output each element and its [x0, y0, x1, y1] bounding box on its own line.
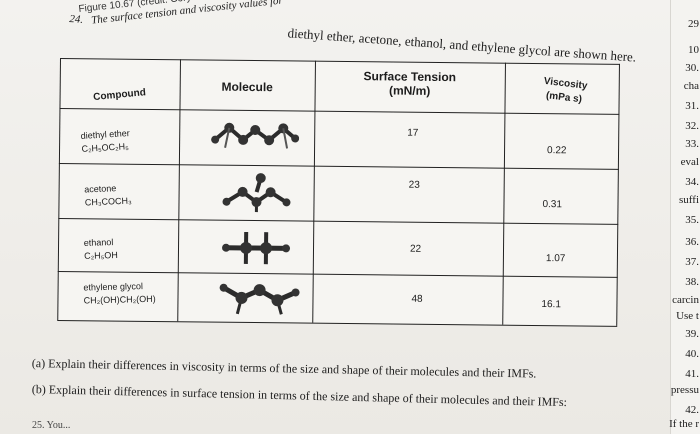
- margin-fragment: 33.: [685, 138, 699, 150]
- header-surface-tension-unit: (mN/m): [388, 83, 431, 98]
- margin-fragment: eval: [680, 156, 699, 168]
- adjacent-page-column: 29 10 30. cha 31. 32. 33. eval 34. suffi…: [669, 0, 700, 434]
- header-molecule: Molecule: [221, 79, 273, 95]
- header-viscosity: Viscosity (mPa s): [513, 72, 616, 111]
- margin-fragment: 10: [688, 44, 699, 56]
- compound-cell: ethylene glycol CH₂(OH)CH₂(OH): [83, 280, 156, 308]
- compound-cell: ethanol C₂H₅OH: [84, 236, 118, 263]
- molecule-ethanol-model: [218, 226, 297, 276]
- surface-tension-value: 17: [407, 127, 419, 139]
- surface-tension-value: 48: [411, 293, 423, 305]
- header-compound: Compound: [92, 87, 147, 104]
- margin-fragment: 37.: [685, 256, 699, 268]
- question-b: (b) Explain their differences in surface…: [31, 382, 568, 410]
- margin-fragment: Use t: [676, 310, 699, 322]
- margin-fragment: 41.: [685, 368, 699, 380]
- problem-number: 24.: [68, 12, 84, 26]
- table-col-divider: [177, 59, 181, 322]
- margin-fragment: 30.: [685, 62, 699, 74]
- prompt-text: diethyl ether, acetone, ethanol, and eth…: [287, 25, 637, 65]
- table-header-divider: [59, 107, 620, 115]
- margin-fragment: 29: [688, 18, 699, 30]
- compound-cell: acetone CH₃COCH₃: [84, 182, 132, 210]
- margin-fragment: pressu: [670, 384, 699, 396]
- viscosity-value: 0.31: [542, 199, 563, 211]
- viscosity-value: 1.07: [545, 253, 566, 265]
- margin-fragment: 38.: [685, 276, 699, 288]
- compound-formula: C₂H₅OH: [84, 250, 118, 261]
- margin-fragment: 35.: [685, 214, 699, 226]
- margin-fragment: 32.: [685, 120, 699, 132]
- surface-tension-value: 23: [408, 179, 420, 191]
- table-border-bottom: [57, 319, 618, 327]
- question-a: (a) Explain their differences in viscosi…: [31, 356, 537, 381]
- table-row-divider: [58, 162, 619, 170]
- margin-fragment: carcin: [672, 294, 699, 306]
- table-row-divider: [58, 217, 619, 225]
- viscosity-value: 16.1: [541, 299, 561, 311]
- compound-formula: CH₃COCH₃: [84, 195, 132, 208]
- compound-cell: diethyl ether C₂H₅OC₂H₅: [80, 127, 130, 156]
- textbook-page: Figure 10.67 (credit: Cory Zanker) 24. T…: [0, 0, 672, 434]
- table-col-divider: [502, 62, 506, 325]
- margin-fragment: 42.: [685, 404, 699, 416]
- margin-fragment: 39.: [685, 328, 699, 340]
- problem-prompt: 24. The surface tension and viscosity va…: [68, 0, 637, 65]
- compound-formula: CH₂(OH)CH₂(OH): [83, 293, 156, 306]
- compound-formula: C₂H₅OC₂H₅: [81, 141, 129, 154]
- margin-fragment: 40.: [685, 348, 699, 360]
- margin-fragment: cha: [683, 80, 699, 92]
- margin-fragment: suffi: [679, 194, 699, 206]
- viscosity-value: 0.22: [546, 145, 567, 157]
- table-border-left: [57, 58, 61, 320]
- next-question-fragment: 25. You...: [32, 420, 71, 431]
- margin-fragment: 31.: [685, 100, 699, 112]
- margin-fragment: 36.: [685, 236, 699, 248]
- data-table: Compound Molecule Surface Tension (mN/m)…: [57, 58, 620, 327]
- header-surface-tension: Surface Tension (mN/m): [320, 69, 500, 99]
- molecule-diethyl-ether-model: [209, 118, 300, 166]
- margin-fragment: If the r: [669, 418, 699, 430]
- table-border-top: [59, 58, 620, 65]
- compound-name: ethanol: [83, 237, 114, 248]
- molecule-ethylene-glycol-model: [217, 276, 301, 324]
- surface-tension-value: 22: [409, 243, 422, 255]
- table-border-right: [616, 63, 620, 326]
- table-col-divider: [312, 60, 316, 323]
- margin-fragment: 34.: [685, 176, 699, 188]
- table-row-divider: [57, 270, 618, 278]
- molecule-acetone-model: [216, 172, 297, 223]
